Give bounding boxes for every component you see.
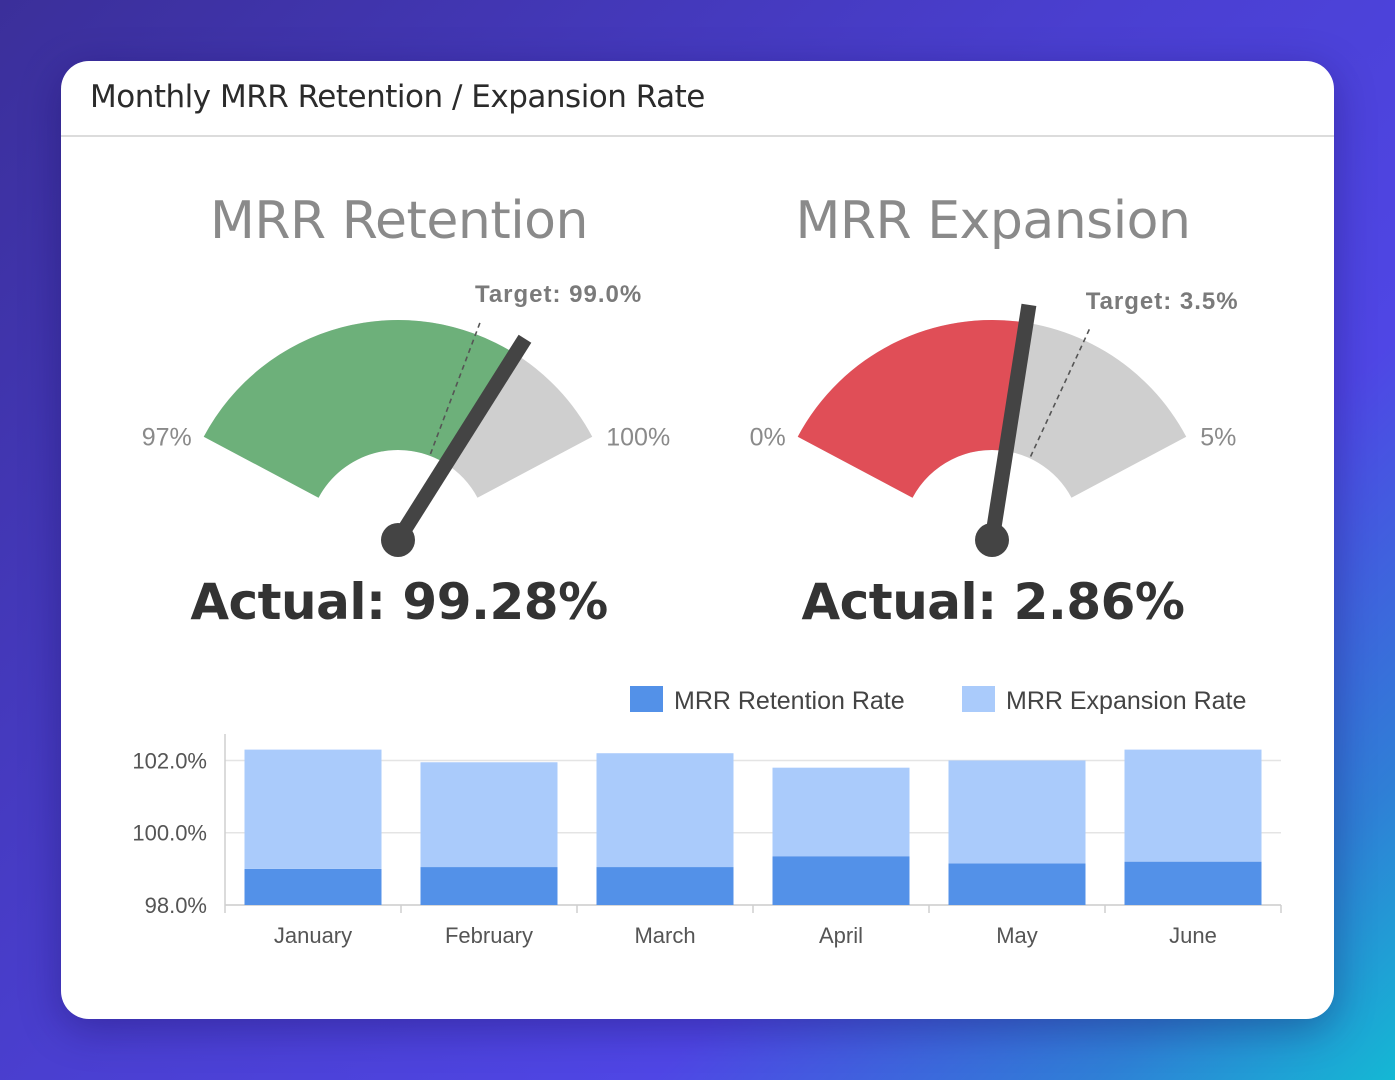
- retention-needle: [391, 334, 532, 545]
- legend-swatch-retention: [630, 686, 663, 712]
- x-tick-label: January: [274, 923, 352, 948]
- expansion-needle-hub: [975, 523, 1009, 557]
- expansion-bar: [948, 760, 1086, 864]
- retention-bar: [420, 867, 558, 905]
- legend-label-expansion: MRR Expansion Rate: [1006, 687, 1246, 715]
- expansion-gauge-title: MRR Expansion: [795, 191, 1191, 251]
- x-tick-label: May: [996, 923, 1038, 948]
- retention-target-line: [429, 320, 482, 455]
- x-tick-label: March: [634, 923, 695, 948]
- y-tick-label: 98.0%: [145, 893, 207, 918]
- card-title: Monthly MRR Retention / Expansion Rate: [90, 79, 705, 115]
- card-header: Monthly MRR Retention / Expansion Rate: [61, 61, 1334, 137]
- x-tick-label: June: [1169, 923, 1217, 948]
- retention-gauge-fill: [203, 320, 516, 498]
- expansion-needle: [984, 303, 1037, 542]
- expansion-actual-value: Actual: 2.86%: [801, 573, 1185, 631]
- x-tick-label: February: [445, 923, 533, 948]
- y-tick-label: 102.0%: [132, 748, 207, 773]
- expansion-target-label: Target: 3.5%: [1086, 288, 1239, 315]
- y-tick-label: 100.0%: [132, 821, 207, 846]
- expansion-min-label: 0%: [750, 424, 786, 452]
- legend-label-retention: MRR Retention Rate: [674, 687, 905, 715]
- retention-gauge-title: MRR Retention: [210, 191, 588, 251]
- expansion-bar: [244, 749, 382, 869]
- retention-max-label: 100%: [606, 424, 670, 452]
- retention-bar: [1124, 861, 1262, 905]
- chart-canvas: Target: 99.0% 97% 100% Target: 3.5% 0% 5% 102.…: [132, 281, 1282, 948]
- expansion-gauge-fill: [797, 320, 1027, 498]
- x-tick-label: April: [819, 923, 863, 948]
- retention-target-label: Target: 99.0%: [475, 281, 642, 308]
- retention-min-label: 97%: [142, 424, 192, 452]
- expansion-target-line: [1029, 327, 1091, 457]
- expansion-bar: [420, 762, 558, 868]
- retention-bar: [948, 863, 1086, 905]
- expansion-bar: [596, 753, 734, 868]
- expansion-bar: [772, 767, 910, 857]
- expansion-max-label: 5%: [1200, 424, 1236, 452]
- retention-actual-value: Actual: 99.28%: [190, 573, 608, 631]
- dashboard-card: Monthly MRR Retention / Expansion Rate M…: [61, 61, 1334, 1019]
- retention-needle-hub: [381, 523, 415, 557]
- retention-bar: [596, 867, 734, 905]
- expansion-bar: [1124, 749, 1262, 862]
- retention-bar: [772, 856, 910, 905]
- retention-bar: [244, 868, 382, 905]
- legend-swatch-expansion: [962, 686, 995, 712]
